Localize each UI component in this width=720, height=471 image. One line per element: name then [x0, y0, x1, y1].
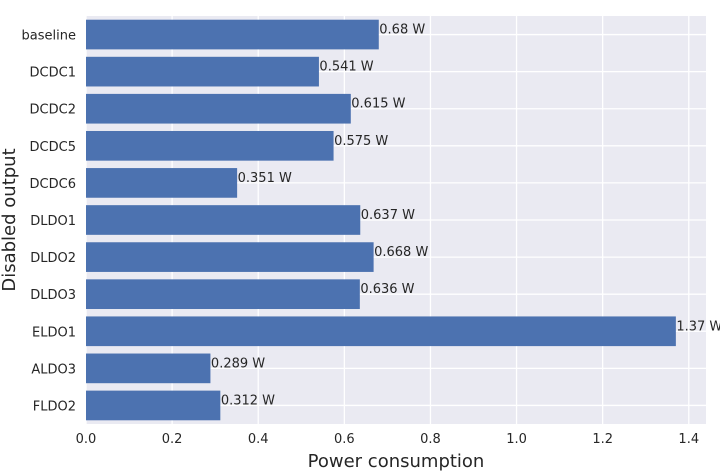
data-label-ELDO1: 1.37 W [676, 319, 720, 334]
y-tick-labels: baseline DCDC1 DCDC2 DCDC5 DCDC6 DLDO1 DLDO2 DL… [22, 29, 76, 415]
bar-ALDO3 [86, 353, 211, 384]
y-tick-FLDO2: FLDO2 [33, 399, 76, 414]
y-tick-ELDO1: ELDO1 [32, 325, 76, 340]
x-tick-5: 1.0 [506, 432, 527, 447]
y-tick-DCDC1: DCDC1 [30, 66, 76, 81]
data-label-DCDC5: 0.575 W [334, 134, 388, 149]
x-tick-2: 0.4 [248, 432, 269, 447]
y-tick-DLDO1: DLDO1 [30, 214, 76, 229]
bar-baseline [86, 19, 379, 50]
data-label-DLDO1: 0.637 W [361, 208, 415, 223]
x-axis-title: Power consumption [308, 451, 485, 471]
y-tick-DLDO2: DLDO2 [30, 251, 76, 266]
x-tick-labels: 0.0 0.2 0.4 0.6 0.8 1.0 1.2 1.4 [76, 432, 699, 447]
data-label-DLDO2: 0.668 W [374, 245, 428, 260]
bar-DLDO2 [86, 242, 374, 272]
x-tick-7: 1.4 [678, 432, 699, 447]
bars [86, 19, 676, 421]
x-tick-3: 0.6 [334, 432, 355, 447]
bar-DCDC5 [86, 130, 334, 161]
x-tick-0: 0.0 [76, 432, 97, 447]
x-tick-6: 1.2 [592, 432, 613, 447]
bar-DCDC2 [86, 93, 351, 124]
bar-ELDO1 [86, 316, 676, 347]
data-label-DLDO3: 0.636 W [360, 282, 414, 297]
data-labels: 0.68 W 0.541 W 0.615 W 0.575 W 0.351 W 0.637 … [211, 23, 720, 409]
bar-DCDC1 [86, 56, 319, 87]
y-tick-DLDO3: DLDO3 [30, 288, 76, 303]
y-tick-DCDC5: DCDC5 [30, 140, 76, 155]
data-label-DCDC6: 0.351 W [238, 171, 292, 186]
y-tick-DCDC2: DCDC2 [30, 103, 76, 118]
bar-DCDC6 [86, 168, 238, 198]
x-tick-4: 0.8 [420, 432, 441, 447]
data-label-DCDC1: 0.541 W [319, 60, 373, 75]
y-tick-ALDO3: ALDO3 [31, 362, 76, 377]
y-axis-title: Disabled output [0, 148, 20, 291]
data-label-DCDC2: 0.615 W [351, 97, 405, 112]
bar-DLDO1 [86, 205, 361, 235]
x-tick-1: 0.2 [162, 432, 183, 447]
data-label-ALDO3: 0.289 W [211, 356, 265, 371]
data-label-baseline: 0.68 W [379, 23, 425, 38]
y-tick-baseline: baseline [22, 29, 76, 44]
bar-FLDO2 [86, 390, 221, 421]
y-tick-DCDC6: DCDC6 [30, 177, 76, 192]
data-label-FLDO2: 0.312 W [221, 393, 275, 408]
bar-DLDO3 [86, 279, 360, 310]
